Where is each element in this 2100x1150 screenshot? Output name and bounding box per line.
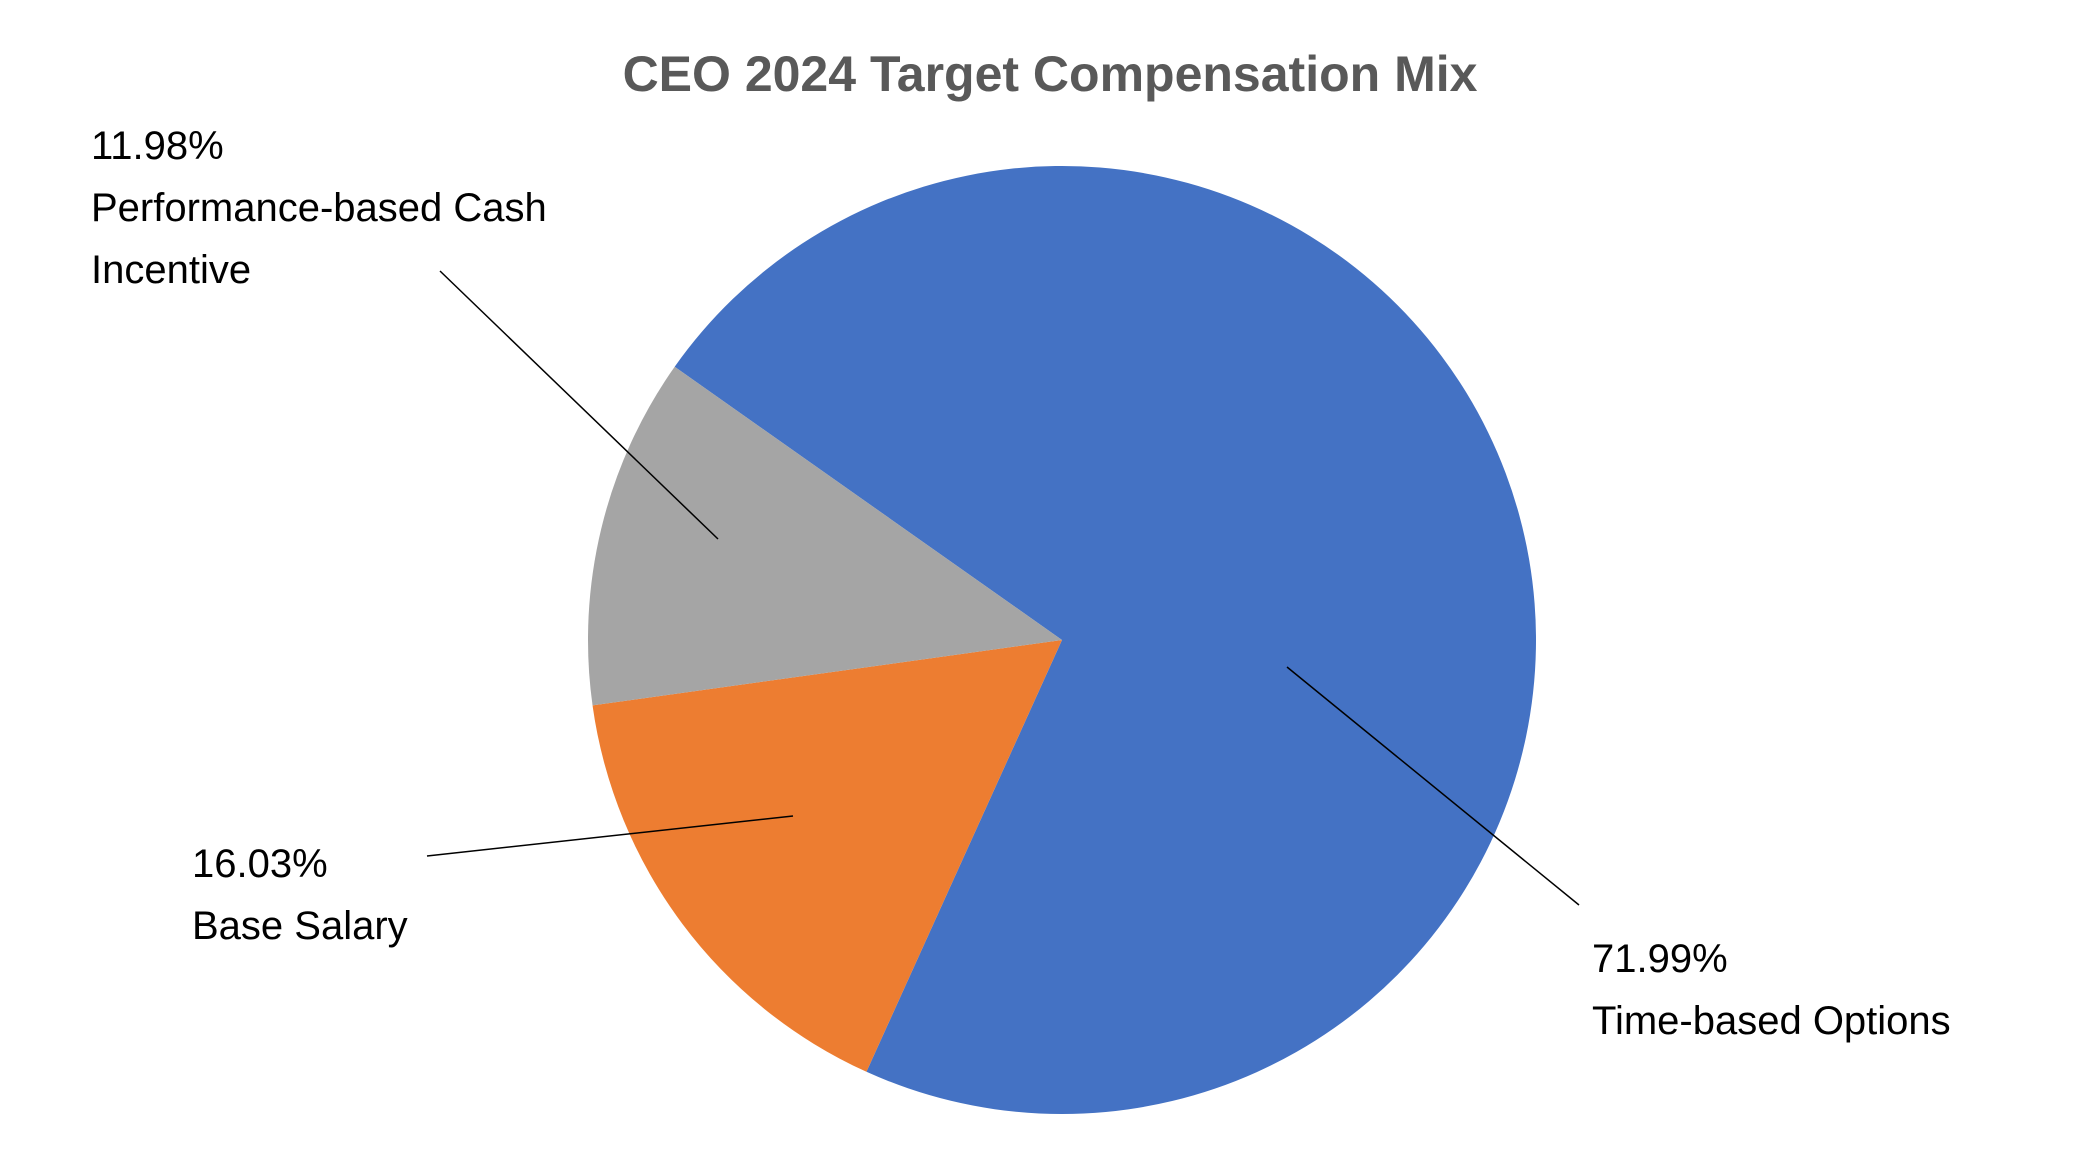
data-label: 11.98% Performance-based Cash Incentive	[91, 115, 551, 301]
category-label: Base Salary	[192, 904, 408, 948]
leader-line	[1286, 666, 1580, 906]
leader-line	[439, 270, 719, 540]
chart-title: CEO 2024 Target Compensation Mix	[622, 46, 1478, 102]
data-label: 16.03% Base Salary	[192, 833, 692, 957]
pie-slice	[674, 165, 1536, 1115]
category-label: Time-based Options	[1592, 999, 1951, 1043]
category-label: Performance-based Cash Incentive	[91, 186, 547, 292]
pie-slice	[587, 366, 1062, 706]
data-label: 71.99% Time-based Options	[1592, 928, 2100, 1052]
pie-slice	[592, 640, 1062, 1072]
value-label: 71.99%	[1592, 937, 1728, 981]
value-label: 16.03%	[192, 842, 328, 886]
value-label: 11.98%	[91, 124, 224, 168]
leader-line	[426, 815, 794, 857]
